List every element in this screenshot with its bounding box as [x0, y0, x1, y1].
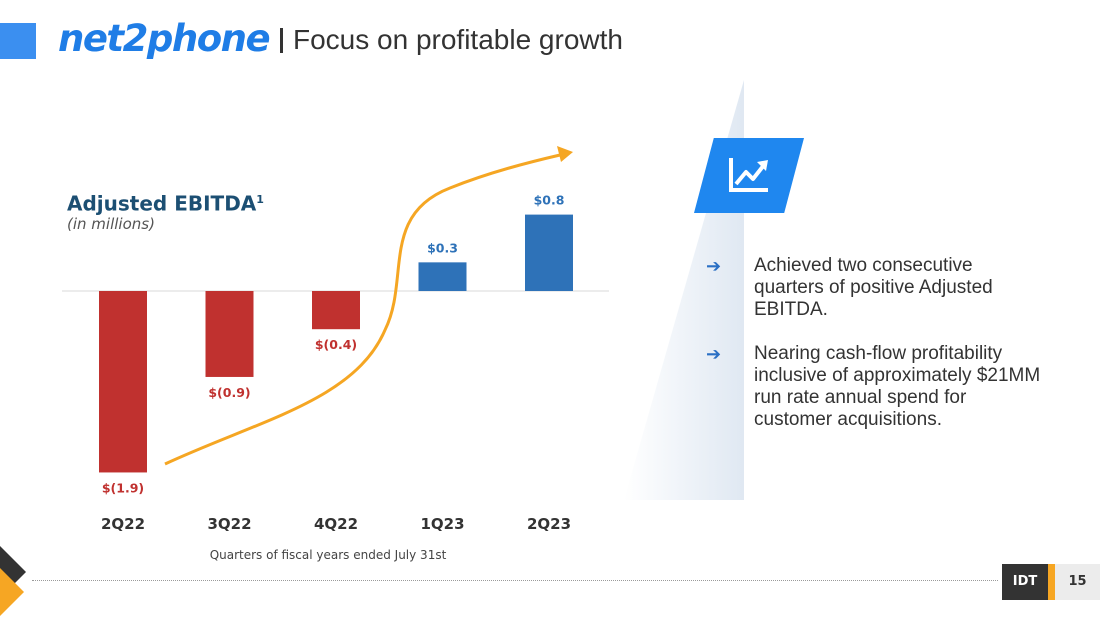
arrow-icon: ➔ — [706, 256, 722, 276]
net2phone-logo: net2phone — [58, 17, 271, 60]
bar-4q22 — [312, 291, 360, 330]
bar-2q22 — [99, 291, 147, 473]
page-title: Focus on profitable growth — [293, 24, 623, 55]
bar-2q23 — [525, 214, 573, 291]
bar-1q23 — [418, 262, 467, 291]
category-label: 1Q23 — [420, 515, 464, 533]
trend-arrow-line — [164, 153, 561, 466]
bar-3q22 — [205, 291, 254, 377]
page-number: 15 — [1055, 564, 1100, 600]
ebitda-bar-chart: $(1.9) $(0.9) $(0.4) $0.3 $0.8 2Q22 3Q22 4Q22 1… — [62, 146, 609, 562]
value-label: $(1.9) — [102, 480, 144, 495]
trend-arrow-head — [557, 146, 573, 162]
category-label: 3Q22 — [207, 515, 251, 533]
category-label: 2Q23 — [527, 515, 571, 533]
value-label: $0.8 — [534, 193, 565, 208]
trend-up-icon-box — [694, 138, 804, 213]
value-label: $(0.9) — [208, 385, 250, 400]
chart-title: Adjusted EBITDA1 — [67, 191, 264, 216]
header-accent-square — [0, 23, 36, 59]
category-label: 4Q22 — [314, 515, 358, 533]
category-label: 2Q22 — [101, 515, 145, 533]
footer-divider — [32, 580, 998, 581]
trend-up-icon — [729, 158, 768, 192]
title-divider — [280, 28, 283, 53]
idt-badge: IDT — [1002, 564, 1048, 600]
x-axis-caption: Quarters of fiscal years ended July 31st — [210, 548, 447, 562]
arrow-icon: ➔ — [706, 344, 722, 364]
corner-decoration — [0, 546, 26, 616]
chart-subtitle: (in millions) — [67, 215, 155, 233]
footer-accent — [1048, 564, 1055, 600]
value-label: $0.3 — [427, 240, 458, 255]
value-label: $(0.4) — [315, 337, 357, 352]
